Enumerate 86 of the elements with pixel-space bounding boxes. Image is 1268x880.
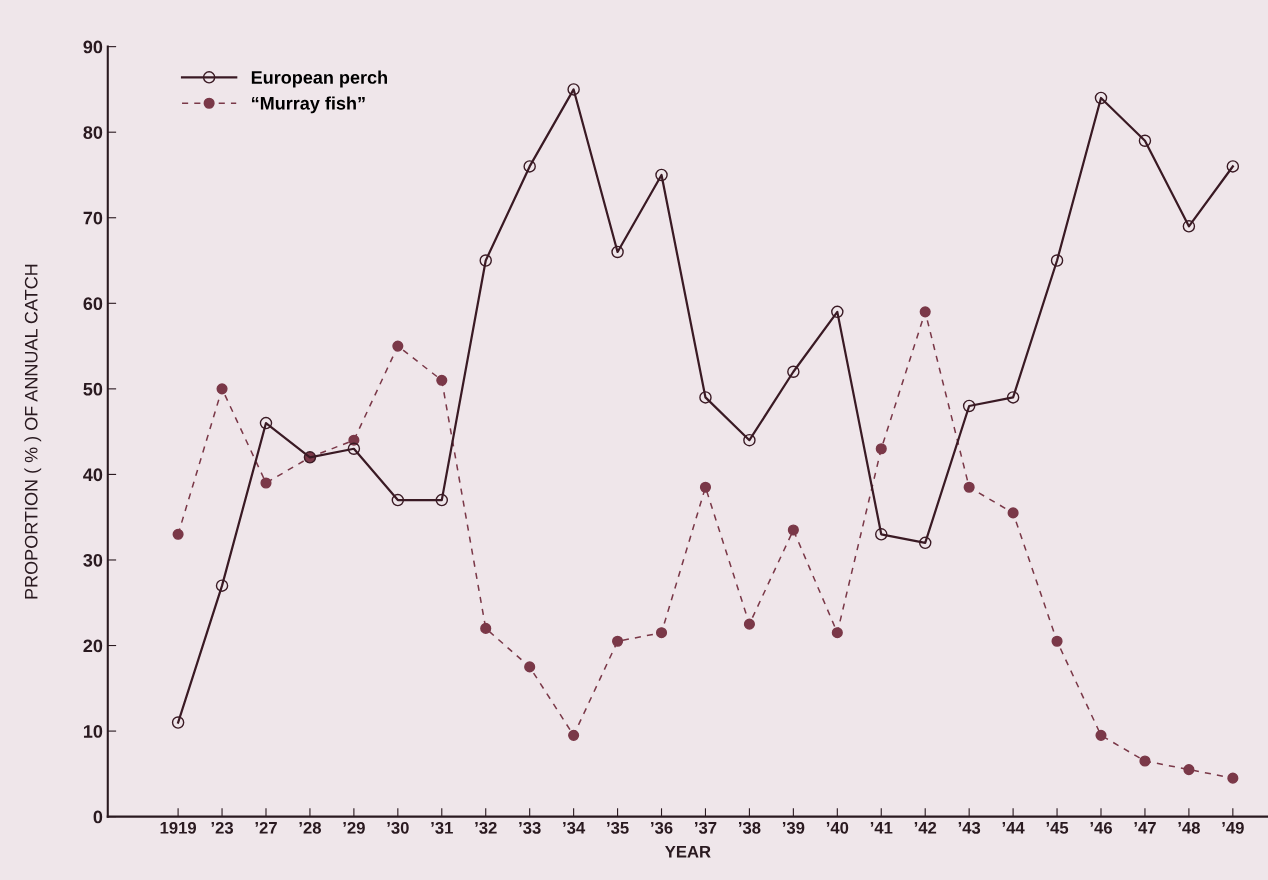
point bbox=[918, 536, 932, 550]
point bbox=[875, 443, 887, 455]
y-axis-title: PROPORTION ( % ) OF ANNUAL CATCH bbox=[24, 264, 42, 599]
x-tick-label: ’37 bbox=[695, 821, 717, 834]
x-tick-label: ’38 bbox=[738, 821, 761, 834]
point bbox=[611, 245, 624, 259]
point bbox=[1183, 764, 1195, 776]
legend-label: “Murray fish” bbox=[251, 96, 365, 114]
x-tick-label: ’43 bbox=[958, 821, 981, 834]
point bbox=[919, 306, 931, 318]
point bbox=[743, 433, 756, 447]
x-tick-label: ’48 bbox=[1178, 821, 1200, 834]
x-tick-label: ’42 bbox=[914, 821, 937, 834]
point bbox=[1139, 755, 1151, 767]
y-tick-label: 0 bbox=[93, 810, 103, 824]
point bbox=[568, 729, 580, 741]
point bbox=[962, 399, 976, 413]
point bbox=[1227, 772, 1239, 784]
point bbox=[875, 528, 888, 541]
x-tick-label: ’29 bbox=[343, 821, 365, 834]
x-tick-label: ’28 bbox=[299, 821, 322, 834]
point bbox=[259, 416, 273, 430]
point bbox=[392, 340, 404, 352]
y-tick-label: 20 bbox=[83, 639, 103, 653]
point bbox=[1051, 635, 1063, 647]
point bbox=[699, 391, 712, 404]
x-tick-label: ’46 bbox=[1090, 821, 1112, 834]
point bbox=[347, 442, 361, 456]
point bbox=[1050, 254, 1064, 267]
y-tick-label: 50 bbox=[83, 382, 103, 396]
point bbox=[743, 618, 755, 630]
point bbox=[1095, 729, 1107, 741]
point bbox=[1138, 134, 1152, 148]
y-tick-label: 60 bbox=[83, 297, 103, 311]
point bbox=[436, 374, 448, 386]
x-tick-label: ’41 bbox=[870, 822, 893, 834]
point bbox=[479, 254, 492, 267]
point bbox=[216, 383, 228, 395]
x-tick-label: ’33 bbox=[519, 821, 541, 834]
y-tick-label: 30 bbox=[83, 553, 103, 567]
point bbox=[655, 168, 668, 182]
point bbox=[524, 661, 536, 673]
x-tick-label: ’30 bbox=[387, 821, 409, 834]
x-tick-label: ’35 bbox=[607, 821, 629, 834]
x-tick-label: 1919 bbox=[160, 821, 197, 834]
x-tick-label: ’40 bbox=[826, 821, 849, 834]
point bbox=[963, 481, 975, 493]
y-tick-label: 70 bbox=[83, 211, 103, 225]
point bbox=[787, 524, 799, 536]
point bbox=[1006, 391, 1020, 404]
point bbox=[171, 716, 185, 729]
x-tick-label: ’32 bbox=[475, 821, 497, 834]
y-tick-label: 40 bbox=[83, 468, 103, 482]
point bbox=[1182, 220, 1196, 233]
x-tick-label: ’39 bbox=[782, 821, 805, 834]
y-tick-label: 80 bbox=[83, 126, 103, 139]
point bbox=[612, 635, 624, 647]
x-tick-label: ’27 bbox=[255, 821, 277, 834]
point bbox=[831, 305, 844, 319]
point bbox=[435, 493, 449, 507]
x-tick-label: ’36 bbox=[651, 821, 673, 834]
x-tick-label: ’34 bbox=[563, 821, 586, 834]
x-tick-label: ’49 bbox=[1222, 821, 1244, 834]
point bbox=[391, 493, 405, 507]
point bbox=[172, 528, 184, 540]
x-axis-title: YEAR bbox=[665, 845, 711, 858]
y-tick-label: 90 bbox=[83, 40, 103, 54]
x-tick-label: ’23 bbox=[211, 821, 234, 834]
point bbox=[480, 622, 492, 634]
legend-label: European perch bbox=[251, 70, 387, 88]
point bbox=[523, 160, 536, 173]
x-tick-label: ’47 bbox=[1134, 822, 1156, 834]
y-tick-label: 10 bbox=[83, 725, 103, 738]
x-tick-label: ’44 bbox=[1002, 822, 1025, 834]
point bbox=[567, 83, 580, 96]
point bbox=[655, 627, 668, 639]
point bbox=[699, 481, 712, 493]
point bbox=[831, 627, 843, 639]
point bbox=[1094, 91, 1108, 105]
point bbox=[787, 365, 800, 379]
x-tick-label: ’45 bbox=[1046, 822, 1069, 834]
point bbox=[260, 477, 272, 489]
point bbox=[1226, 160, 1240, 173]
point bbox=[215, 579, 229, 592]
x-tick-label: ’31 bbox=[431, 821, 453, 834]
point bbox=[1007, 507, 1019, 519]
